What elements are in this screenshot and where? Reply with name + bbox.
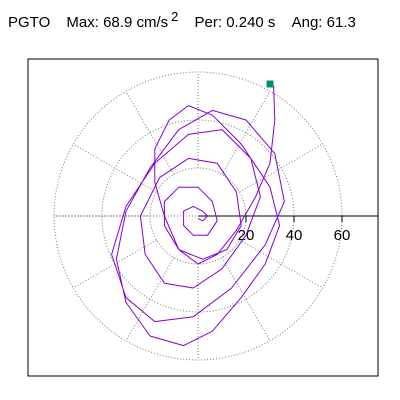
start-marker (266, 80, 274, 88)
period-label: Per: (194, 14, 223, 31)
radial-tick-label-40: 40 (286, 227, 303, 244)
max-value: 68.9 cm/s (103, 14, 169, 31)
grid-spoke-60 (221, 91, 271, 175)
grid-spoke-30 (239, 143, 323, 193)
max-label: Max: (66, 14, 99, 31)
max-unit-exponent: 2 (171, 9, 179, 24)
plot-frame (27, 58, 379, 377)
start-marker-square (266, 80, 274, 88)
chart-title: PGTO Max: 68.9 cm/s 2 Per: 0.240 s Ang: 6… (8, 9, 356, 31)
angle-label: Ang: (291, 14, 323, 31)
radial-tick-label-60: 60 (334, 227, 351, 244)
grid-spoke-330 (239, 239, 323, 289)
grid-spoke-240 (125, 257, 175, 341)
grid-spoke-300 (221, 257, 271, 341)
grid-spoke-120 (125, 91, 175, 175)
trace-series-0 (111, 83, 285, 347)
period-value: 0.240 s (226, 14, 276, 31)
station-code: PGTO (8, 14, 51, 31)
grid-spoke-150 (73, 143, 157, 193)
angle-value: 61.3 (326, 14, 356, 31)
particle-motion-trace (111, 83, 285, 347)
